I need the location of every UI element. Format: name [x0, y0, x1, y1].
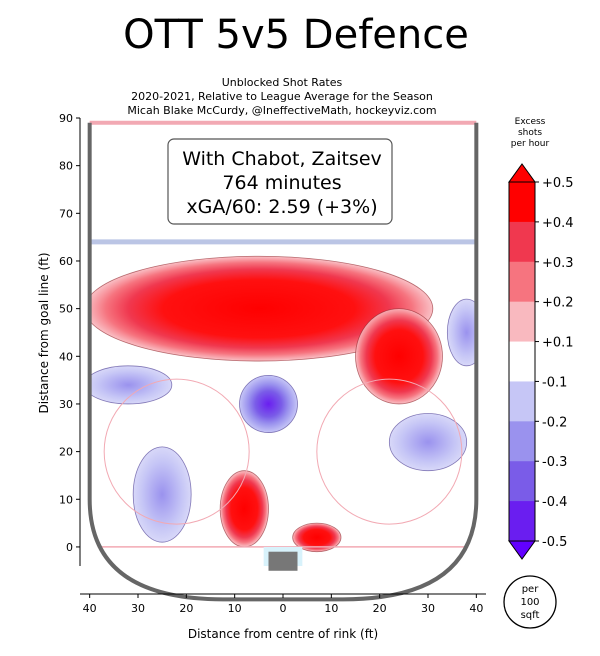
colorbar-band	[509, 261, 535, 303]
info-box: With Chabot, Zaitsev 764 minutes xGA/60:…	[167, 138, 393, 225]
x-tick-label: 40	[83, 602, 97, 615]
subtitle-line-3: Micah Blake McCurdy, @IneffectiveMath, h…	[127, 104, 436, 117]
x-tick-label: 30	[421, 602, 435, 615]
x-tick-label: 20	[373, 602, 387, 615]
colorbar-label: +0.2	[542, 296, 574, 311]
colorbar-band	[509, 341, 535, 382]
x-axis-label: Distance from centre of rink (ft)	[188, 627, 378, 641]
colorbar-frame	[508, 181, 536, 542]
y-axis-label: Distance from goal line (ft)	[37, 252, 51, 413]
heat-region-slot-cold	[239, 374, 298, 433]
x-tick-label: 0	[280, 602, 287, 615]
x-tick-label: 30	[131, 602, 145, 615]
y-tick-label: 0	[66, 541, 73, 554]
info-box-line-3: xGA/60: 2.59 (+3%)	[186, 196, 377, 218]
colorbar-label: -0.4	[542, 495, 567, 510]
colorbar: +0.5 +0.4 +0.3 +0.2 +0.1 -0.1 -0.2 -0.3 -0.4 -0.5	[508, 163, 574, 560]
info-box-line-2: 764 minutes	[222, 172, 341, 194]
right-faceoff-circle	[316, 378, 463, 525]
axes: 0 10 20 30 40 50 60 70 80 90 40 30 20 10 0 10 20 30 40	[59, 112, 486, 615]
heat-region-left-low-hot	[219, 470, 269, 548]
heat-region-right-point-cold	[446, 298, 477, 367]
heat-region-right-circle-cold	[388, 413, 468, 472]
goal-net	[268, 551, 298, 571]
colorbar-title-3: per hour	[511, 139, 550, 149]
units-badge: per 100 sqft	[503, 575, 557, 629]
y-tick-label: 80	[59, 160, 73, 173]
rink-markings	[87, 120, 479, 602]
colorbar-band	[509, 461, 535, 502]
subtitle-line-2: 2020-2021, Relative to League Average fo…	[131, 90, 433, 103]
x-tick-label: 40	[469, 602, 483, 615]
colorbar-band	[509, 381, 535, 422]
y-tick-label: 70	[59, 207, 73, 220]
colorbar-label: +0.1	[542, 336, 574, 351]
subtitle-line-1: Unblocked Shot Rates	[222, 76, 343, 89]
colorbar-label: -0.2	[542, 415, 567, 430]
heat-region-crease-hot	[292, 522, 342, 553]
colorbar-label: -0.1	[542, 375, 567, 390]
colorbar-band	[509, 221, 535, 263]
info-box-line-1: With Chabot, Zaitsev	[182, 148, 382, 170]
units-badge-line-3: sqft	[521, 610, 540, 621]
y-tick-label: 60	[59, 255, 73, 268]
colorbar-label: +0.5	[542, 176, 574, 191]
colorbar-band	[509, 301, 535, 343]
rink-boards	[87, 122, 479, 602]
colorbar-label: +0.4	[542, 216, 574, 231]
left-faceoff-circle	[103, 378, 250, 525]
heat-region-right-point-hot	[355, 308, 443, 405]
x-tick-label: 20	[179, 602, 193, 615]
y-tick-label: 50	[59, 303, 73, 316]
x-tick-label: 10	[324, 602, 338, 615]
colorbar-band	[509, 501, 535, 542]
heat-region-high-slot-hot	[89, 255, 434, 362]
heat-region-left-low-cold	[132, 446, 192, 543]
colorbar-title-1: Excess	[515, 117, 546, 127]
colorbar-max-cap	[508, 163, 536, 183]
y-tick-label: 90	[59, 112, 73, 125]
colorbar-label: +0.3	[542, 256, 574, 271]
y-tick-label: 30	[59, 398, 73, 411]
colorbar-title-2: shots	[518, 128, 542, 138]
x-tick-label: 10	[228, 602, 242, 615]
heatmap-layer	[89, 255, 477, 553]
units-badge-line-1: per	[522, 584, 540, 595]
y-tick-label: 10	[59, 493, 73, 506]
colorbar-label: -0.3	[542, 455, 567, 470]
colorbar-min-cap	[508, 540, 536, 560]
y-tick-label: 20	[59, 446, 73, 459]
heat-region-left-faceoff-cold	[89, 365, 173, 405]
colorbar-band	[509, 182, 535, 223]
colorbar-label: -0.5	[542, 535, 567, 550]
colorbar-band	[509, 421, 535, 462]
y-tick-label: 40	[59, 350, 73, 363]
units-badge-line-2: 100	[520, 597, 539, 608]
chart-title: OTT 5v5 Defence	[123, 12, 469, 58]
